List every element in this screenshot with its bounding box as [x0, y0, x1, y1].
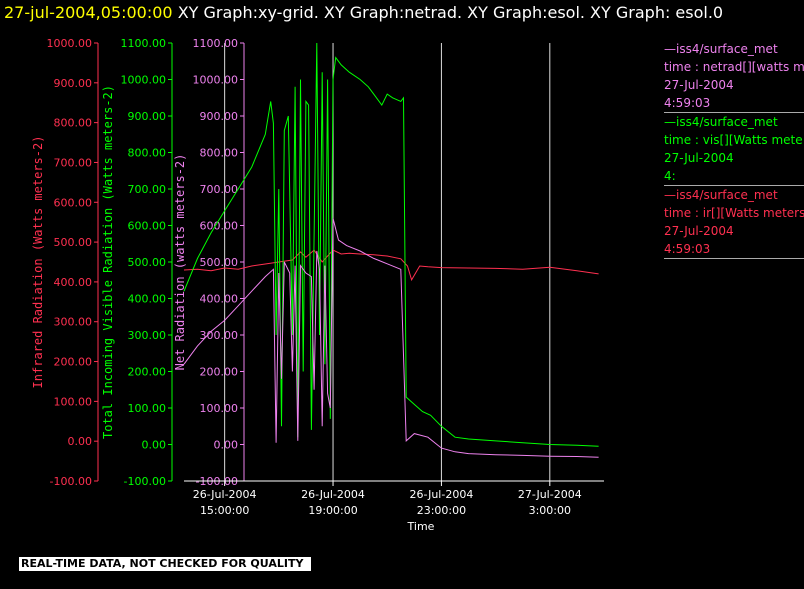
y-tick-label: 400.00: [128, 293, 167, 306]
y-tick-label: 1000.00: [47, 37, 93, 50]
y-tick-label: -100.00: [50, 475, 92, 488]
x-tick-label: 26-Jul-2004: [410, 488, 474, 501]
legend-line1: —iss4/surface_met: [664, 42, 778, 56]
legend-entry-vis: —iss4/surface_met time : vis[][Watts met…: [664, 113, 804, 186]
y-tick-label: 800.00: [54, 117, 93, 130]
legend-line1: —iss4/surface_met: [664, 115, 778, 129]
y-tick-label: 800.00: [128, 147, 167, 160]
y-tick-label: 0.00: [142, 439, 167, 452]
series-line-ir: [183, 249, 599, 282]
y-tick-label: 300.00: [128, 329, 167, 342]
y-tick-label: 1100.00: [121, 37, 167, 50]
series-line-netrad: [183, 218, 599, 458]
y-tick-label: 600.00: [128, 220, 167, 233]
x-tick-label: 3:00:00: [529, 504, 571, 517]
y-tick-label: 700.00: [128, 183, 167, 196]
y-tick-label: 300.00: [54, 316, 93, 329]
series-line-vis: [183, 42, 599, 447]
legend-line2: time : ir[][Watts meters: [664, 206, 804, 220]
legend-line3: 27-Jul-2004: [664, 78, 734, 92]
y-tick-label: 600.00: [200, 220, 239, 233]
legend-entry-netrad: —iss4/surface_met time : netrad[][watts …: [664, 40, 804, 113]
y-tick-label: 0.00: [68, 435, 93, 448]
y-tick-label: 100.00: [200, 402, 239, 415]
legend-entry-ir: —iss4/surface_met time : ir[][Watts mete…: [664, 186, 804, 259]
y-tick-label: 400.00: [54, 276, 93, 289]
y-tick-label: 200.00: [128, 366, 167, 379]
legend-line3: 27-Jul-2004: [664, 224, 734, 238]
legend-line2: time : vis[][Watts mete: [664, 133, 803, 147]
y-tick-label: 900.00: [54, 77, 93, 90]
y-axis-title: Infrared Radiation (Watts meters-2): [31, 136, 45, 389]
legend-line4: 4:: [664, 169, 676, 183]
y-tick-label: 700.00: [54, 156, 93, 169]
y-tick-label: 0.00: [214, 439, 239, 452]
y-tick-label: 1000.00: [193, 74, 239, 87]
chart-title: 27-jul-2004,05:00:00 XY Graph:xy-grid. X…: [4, 2, 794, 24]
x-axis-title: Time: [407, 520, 435, 533]
y-axis-title: Total Incoming Visible Radiation (Watts …: [101, 85, 115, 439]
quality-disclaimer: REAL-TIME DATA, NOT CHECKED FOR QUALITY: [19, 557, 312, 571]
legend-line1: —iss4/surface_met: [664, 188, 778, 202]
y-tick-label: 1000.00: [121, 74, 167, 87]
y-tick-label: 400.00: [200, 293, 239, 306]
legend-swatch: —: [664, 188, 676, 202]
y-tick-label: 200.00: [200, 366, 239, 379]
y-tick-label: 900.00: [200, 110, 239, 123]
y-tick-label: 1100.00: [193, 37, 239, 50]
y-tick-label: 100.00: [54, 395, 93, 408]
legend-swatch: —: [664, 42, 676, 56]
legend: —iss4/surface_met time : netrad[][watts …: [664, 40, 804, 259]
y-axis-title: Net Radiation (watts meters-2): [173, 154, 187, 371]
y-tick-label: 600.00: [54, 196, 93, 209]
y-tick-label: 300.00: [200, 329, 239, 342]
x-tick-label: 26-Jul-2004: [193, 488, 257, 501]
x-tick-label: 19:00:00: [308, 504, 357, 517]
y-tick-label: 700.00: [200, 183, 239, 196]
x-tick-label: 26-Jul-2004: [301, 488, 365, 501]
legend-line2: time : netrad[][watts m: [664, 60, 804, 74]
x-tick-label: 23:00:00: [417, 504, 466, 517]
y-tick-label: 500.00: [128, 256, 167, 269]
y-tick-label: -100.00: [124, 475, 166, 488]
x-tick-label: 27-Jul-2004: [518, 488, 582, 501]
legend-line3: 27-Jul-2004: [664, 151, 734, 165]
graph-list: XY Graph:xy-grid. XY Graph:netrad. XY Gr…: [172, 3, 724, 22]
y-tick-label: 500.00: [54, 236, 93, 249]
y-tick-label: 900.00: [128, 110, 167, 123]
y-tick-label: 200.00: [54, 356, 93, 369]
y-tick-label: 100.00: [128, 402, 167, 415]
y-tick-label: 500.00: [200, 256, 239, 269]
y-tick-label: 800.00: [200, 147, 239, 160]
legend-line4: 4:59:03: [664, 242, 711, 256]
legend-line4: 4:59:03: [664, 96, 711, 110]
timestamp: 27-jul-2004,05:00:00: [4, 3, 173, 22]
legend-swatch: —: [664, 115, 676, 129]
x-tick-label: 15:00:00: [200, 504, 249, 517]
